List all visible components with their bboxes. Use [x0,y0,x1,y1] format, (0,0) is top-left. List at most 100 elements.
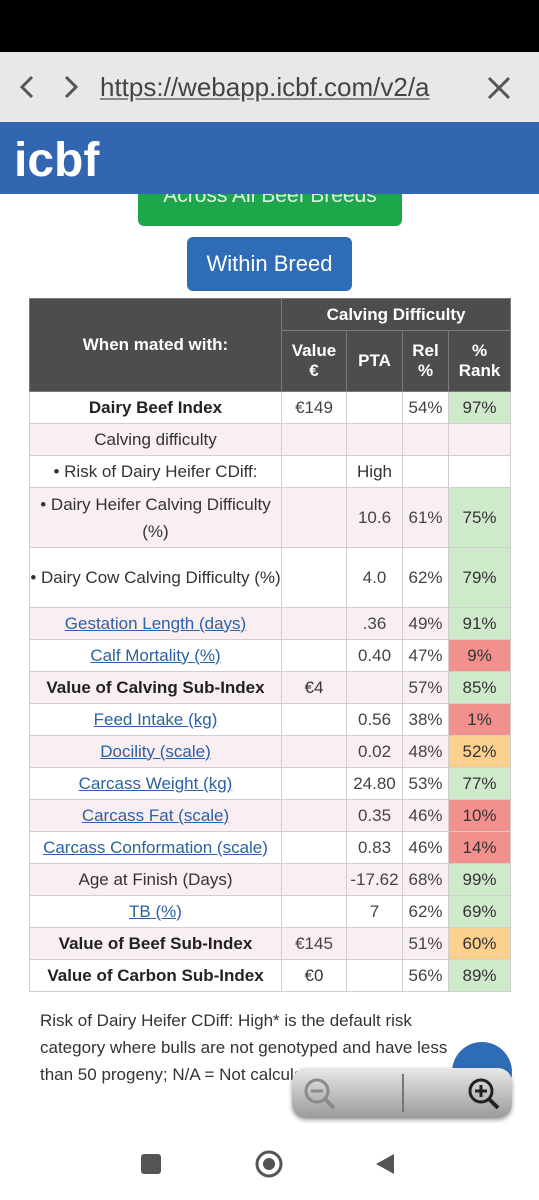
rank-col-label: Rank [458,361,501,380]
row-rel [402,455,449,488]
row-pta: 0.35 [346,799,403,832]
row-rank: 1% [447,703,512,736]
row-rank [447,455,512,488]
row-rel: 46% [402,831,449,864]
carcass-fat-link[interactable]: Carcass Fat (scale) [29,799,282,832]
row-label: Value of Calving Sub-Index [29,671,282,704]
mated-with-header: When mated with: [29,298,282,392]
row-pta: 0.02 [346,735,403,768]
table-row: • Dairy Cow Calving Difficulty (%) 4.0 6… [29,547,512,608]
zoom-control [292,1068,512,1118]
zoom-divider [402,1074,404,1112]
table-row: Age at Finish (Days) -17.62 68% 99% [29,863,512,896]
row-value: €0 [281,959,347,992]
recents-icon[interactable] [141,1154,161,1174]
browser-toolbar: https://webapp.icbf.com/v2/a [0,52,539,122]
zoom-out-icon[interactable] [302,1076,338,1112]
close-icon[interactable] [485,74,513,102]
row-rank: 77% [447,767,512,800]
row-pta: 0.83 [346,831,403,864]
row-pta [346,391,403,424]
row-pta: High [346,455,403,488]
footnote-line-1: Risk of Dairy Heifer CDiff: High* is the… [40,1011,412,1030]
row-pta: -17.62 [346,863,403,896]
row-rank: 99% [447,863,512,896]
row-value [281,863,347,896]
tb-link[interactable]: TB (%) [29,895,282,928]
row-value [281,799,347,832]
row-rel: 62% [402,547,449,608]
table-row: Carcass Conformation (scale) 0.83 46% 14… [29,831,512,864]
table-row: Value of Beef Sub-Index €145 51% 60% [29,927,512,960]
chevron-left-icon [19,75,34,99]
chevron-right-icon [64,75,79,99]
row-label: Value of Carbon Sub-Index [29,959,282,992]
row-label: Age at Finish (Days) [29,863,282,896]
row-value: €149 [281,391,347,424]
calf-mortality-link[interactable]: Calf Mortality (%) [29,639,282,672]
back-triangle-icon[interactable] [374,1152,396,1176]
table-row: Dairy Beef Index €149 54% 97% [29,391,512,424]
calving-difficulty-table: When mated with: Calving Difficulty Valu… [29,298,512,992]
row-value: €145 [281,927,347,960]
table-row: Carcass Weight (kg) 24.80 53% 77% [29,767,512,800]
row-value [281,607,347,640]
rel-col-header: Rel% [402,330,449,392]
row-pta [346,671,403,704]
carcass-conformation-link[interactable]: Carcass Conformation (scale) [29,831,282,864]
row-rank: 79% [447,547,512,608]
row-rel: 38% [402,703,449,736]
url-field[interactable]: https://webapp.icbf.com/v2/a [100,72,430,102]
row-rel [402,423,449,456]
row-rank [447,423,512,456]
row-rank: 9% [447,639,512,672]
row-rel: 49% [402,607,449,640]
row-rel: 46% [402,799,449,832]
row-rank: 14% [447,831,512,864]
row-pta [346,959,403,992]
row-pta: 10.6 [346,487,403,548]
site-header: icbf [0,122,539,194]
row-rel: 51% [402,927,449,960]
carcass-weight-link[interactable]: Carcass Weight (kg) [29,767,282,800]
calving-difficulty-header: Calving Difficulty [280,298,512,331]
row-pta: 24.80 [346,767,403,800]
row-rel: 54% [402,391,449,424]
row-value: €4 [281,671,347,704]
row-rank: 10% [447,799,512,832]
row-value [281,547,347,608]
row-label: • Risk of Dairy Heifer CDiff: [29,455,282,488]
docility-link[interactable]: Docility (scale) [29,735,282,768]
pta-col-header: PTA [346,330,403,392]
icbf-logo[interactable]: icbf [14,130,114,186]
gestation-length-link[interactable]: Gestation Length (days) [29,607,282,640]
table-row: Carcass Fat (scale) 0.35 46% 10% [29,799,512,832]
within-breed-button[interactable]: Within Breed [187,237,352,291]
row-rank: 60% [447,927,512,960]
row-value [281,735,347,768]
row-rank: 97% [447,391,512,424]
row-pta: 7 [346,895,403,928]
row-rel: 61% [402,487,449,548]
home-icon[interactable] [254,1149,284,1179]
back-button[interactable] [6,52,48,122]
row-rel: 47% [402,639,449,672]
row-pta: 4.0 [346,547,403,608]
row-value [281,703,347,736]
row-rel: 57% [402,671,449,704]
row-label: • Dairy Heifer Calving Difficulty (%) [29,487,282,548]
row-rank: 75% [447,487,512,548]
row-rank: 69% [447,895,512,928]
row-value [281,831,347,864]
row-rank: 89% [447,959,512,992]
table-row: • Dairy Heifer Calving Difficulty (%) 10… [29,487,512,548]
value-col-label: Value [291,341,337,360]
feed-intake-link[interactable]: Feed Intake (kg) [29,703,282,736]
table-row: Calving difficulty [29,423,512,456]
zoom-in-icon[interactable] [466,1076,502,1112]
rank-col-header: % Rank [447,330,512,392]
row-pta: 0.40 [346,639,403,672]
row-value [281,767,347,800]
forward-button[interactable] [50,52,92,122]
row-label: Value of Beef Sub-Index [29,927,282,960]
